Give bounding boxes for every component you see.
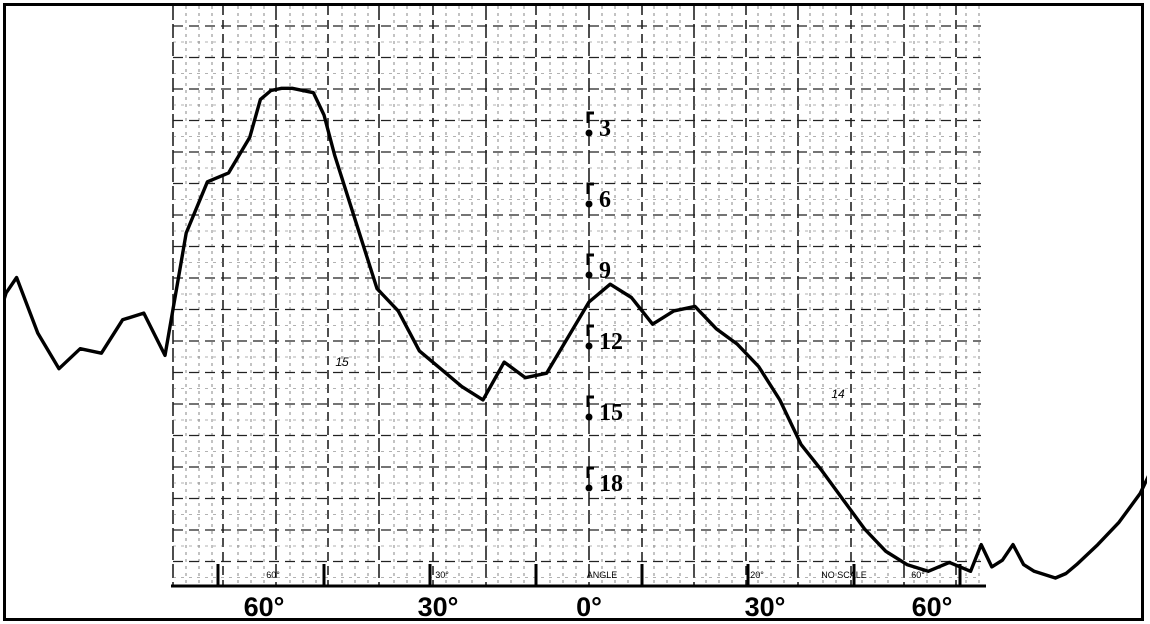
handwritten-annotation: 14 xyxy=(831,387,845,401)
label-layer: 60° 30° 0° 30° 60° 60° 30° ANGLE 20° NO SCALE 60° 3… xyxy=(244,116,953,622)
paper-axis-label: ANGLE xyxy=(587,570,618,580)
x-tick-label: 30° xyxy=(745,592,786,622)
db-scale-label: 6 xyxy=(599,187,611,213)
db-scale-bracket xyxy=(586,182,594,194)
paper-axis-label: 60° xyxy=(266,570,280,580)
x-axis xyxy=(171,564,986,588)
db-scale-bracket xyxy=(586,466,594,478)
x-tick-label: 60° xyxy=(244,592,285,622)
db-scale-bracket xyxy=(586,395,594,407)
antenna-pattern-chart: 60° 30° 0° 30° 60° 60° 30° ANGLE 20° NO SCALE 60° 3… xyxy=(6,6,1147,622)
db-scale-label: 3 xyxy=(599,116,611,142)
x-tick-label: 60° xyxy=(912,592,953,622)
paper-axis-label: 60° xyxy=(911,570,925,580)
db-scale-dot xyxy=(585,342,593,350)
db-scale-bracket xyxy=(586,253,594,265)
db-scale-dot xyxy=(585,484,593,492)
db-scale-dot xyxy=(585,200,593,208)
db-scale xyxy=(585,111,594,492)
db-scale-bracket xyxy=(586,111,594,123)
db-scale-dot xyxy=(585,129,593,137)
paper-axis-label: 20° xyxy=(750,570,764,580)
db-scale-bracket xyxy=(586,324,594,336)
pattern-curve xyxy=(6,86,1147,580)
db-scale-label: 15 xyxy=(599,400,623,426)
db-scale-dot xyxy=(585,413,593,421)
db-scale-dot xyxy=(585,271,593,279)
db-scale-label: 18 xyxy=(599,471,623,497)
handwritten-annotation: 15 xyxy=(335,355,349,369)
chart-frame: 60° 30° 0° 30° 60° 60° 30° ANGLE 20° NO SCALE 60° 3… xyxy=(3,3,1147,622)
series-layer xyxy=(6,86,1147,580)
x-tick-label: 30° xyxy=(418,592,459,622)
grid xyxy=(172,6,981,586)
db-scale-label: 12 xyxy=(599,329,623,355)
paper-axis-label: 30° xyxy=(435,570,449,580)
db-scale-label: 9 xyxy=(599,258,611,284)
paper-axis-label: NO SCALE xyxy=(821,570,867,580)
x-tick-label: 0° xyxy=(576,592,602,622)
